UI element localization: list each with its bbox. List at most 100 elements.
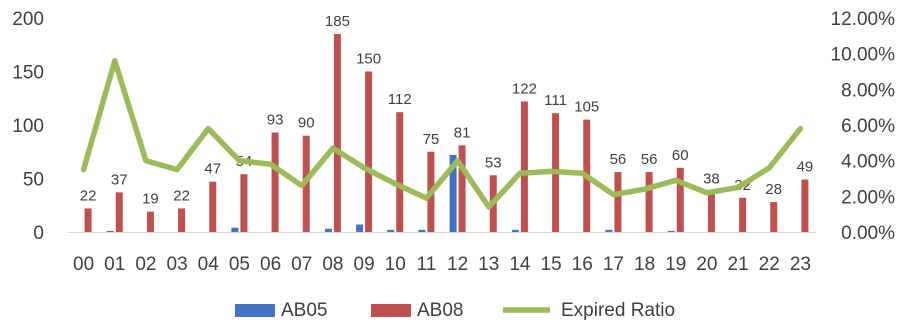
bar-ab08 — [739, 197, 747, 232]
x-tick-label: 22 — [759, 254, 780, 275]
bar-ab08 — [645, 172, 653, 232]
bar-ab05 — [106, 230, 114, 232]
series-ab05 — [106, 154, 675, 232]
bar-ab05 — [449, 154, 457, 232]
data-label-ab08: 22 — [173, 187, 190, 204]
left-tick-label: 0 — [33, 223, 44, 244]
bar-ab08 — [520, 101, 528, 233]
bar-ab05 — [511, 229, 519, 232]
data-label-ab08: 49 — [797, 159, 814, 176]
bar-ab05 — [231, 227, 239, 232]
x-tick-label: 11 — [417, 254, 437, 275]
x-tick-label: 01 — [104, 254, 125, 275]
x-tick-label: 20 — [696, 254, 717, 275]
bar-ab05 — [387, 229, 395, 232]
data-label-ab08: 111 — [544, 92, 567, 109]
data-label-ab08: 56 — [641, 151, 658, 168]
right-tick-label: 4.00% — [841, 152, 895, 173]
x-tick-label: 17 — [603, 254, 624, 275]
data-label-ab08: 112 — [388, 91, 412, 108]
left-tick-label: 150 — [12, 63, 44, 84]
bar-ab08 — [333, 34, 341, 232]
series-expired-ratio — [80, 58, 804, 210]
bar-ab05 — [324, 228, 332, 232]
data-label-ab08: 81 — [454, 124, 471, 141]
bar-ab08 — [801, 179, 809, 232]
x-tick-label: 19 — [665, 254, 686, 275]
data-label-ab08: 22 — [80, 187, 97, 204]
bar-ab08 — [770, 202, 778, 232]
bar-ab08 — [676, 167, 684, 232]
x-tick-label: 23 — [790, 254, 811, 275]
bar-ab08 — [240, 174, 248, 232]
data-label-ab08: 93 — [267, 111, 284, 128]
bar-ab05 — [667, 230, 675, 232]
data-label-ab08: 60 — [672, 147, 689, 164]
right-tick-label: 6.00% — [841, 116, 895, 137]
bar-ab05 — [356, 224, 364, 232]
x-tick-label: 14 — [509, 254, 531, 275]
x-tick-label: 21 — [728, 254, 749, 275]
right-tick-label: 2.00% — [841, 187, 895, 208]
right-axis: 0.00% 2.00% 4.00% 6.00% 8.00% 10.00% 12.00% — [831, 9, 896, 244]
data-label-ab08: 122 — [512, 80, 537, 97]
data-label-ab08: 75 — [423, 131, 440, 148]
x-tick-label: 00 — [73, 254, 94, 275]
left-tick-label: 100 — [12, 116, 44, 137]
bar-ab05 — [418, 229, 426, 232]
bar-ab08 — [458, 145, 466, 232]
bar-ab08 — [271, 132, 279, 232]
x-axis: 00 01 02 03 04 05 06 07 08 09 10 11 12 13 14 15 16 17 18 19… — [73, 254, 811, 275]
x-tick-label: 15 — [541, 254, 562, 275]
x-tick-label: 07 — [291, 254, 312, 275]
legend-label-expired-ratio: Expired Ratio — [561, 300, 675, 321]
bar-ab08 — [209, 181, 217, 232]
legend-swatch-ab08 — [371, 304, 411, 317]
x-tick-label: 10 — [385, 254, 406, 275]
x-tick-label: 16 — [572, 254, 593, 275]
x-tick-label: 12 — [447, 254, 468, 275]
legend-swatch-ab05 — [235, 304, 275, 317]
x-tick-label: 18 — [634, 254, 655, 275]
data-label-ab08: 150 — [356, 51, 381, 68]
x-tick-label: 03 — [167, 254, 188, 275]
series-ab08 — [84, 34, 809, 233]
data-label-ab08: 37 — [111, 171, 128, 188]
line-expired-ratio — [80, 58, 804, 210]
bar-ab08 — [365, 71, 373, 232]
left-tick-label: 50 — [23, 170, 44, 191]
right-tick-label: 12.00% — [831, 9, 896, 30]
legend-label-ab05: AB05 — [281, 300, 327, 321]
legend-label-ab08: AB08 — [417, 300, 463, 321]
bar-ab08 — [178, 208, 186, 232]
bar-ab08 — [84, 208, 92, 232]
x-tick-label: 05 — [229, 254, 250, 275]
right-tick-label: 10.00% — [831, 45, 896, 66]
x-tick-label: 04 — [198, 254, 220, 275]
data-label-ab08: 38 — [703, 170, 720, 187]
data-label-ab08: 47 — [204, 161, 221, 178]
data-label-ab08: 28 — [765, 181, 782, 198]
left-axis: 0 50 100 150 200 — [12, 9, 44, 244]
bar-ab08 — [614, 172, 622, 232]
left-tick-label: 200 — [12, 9, 44, 30]
data-label-ab08: 105 — [574, 99, 599, 116]
data-label-ab08: 19 — [142, 191, 159, 208]
x-tick-label: 06 — [260, 254, 281, 275]
x-tick-label: 08 — [322, 254, 343, 275]
bar-ab05 — [605, 229, 613, 232]
data-label-ab08: 56 — [610, 151, 627, 168]
x-tick-label: 02 — [135, 254, 156, 275]
bar-ab08 — [115, 192, 123, 232]
bar-ab08 — [707, 191, 715, 232]
x-tick-label: 09 — [354, 254, 375, 275]
data-label-ab08: 53 — [485, 154, 502, 171]
data-label-ab08: 90 — [298, 115, 315, 132]
right-tick-label: 0.00% — [841, 223, 895, 244]
x-tick-label: 13 — [478, 254, 499, 275]
data-label-ab08: 185 — [325, 13, 350, 30]
legend: AB05 AB08 Expired Ratio — [235, 300, 675, 321]
